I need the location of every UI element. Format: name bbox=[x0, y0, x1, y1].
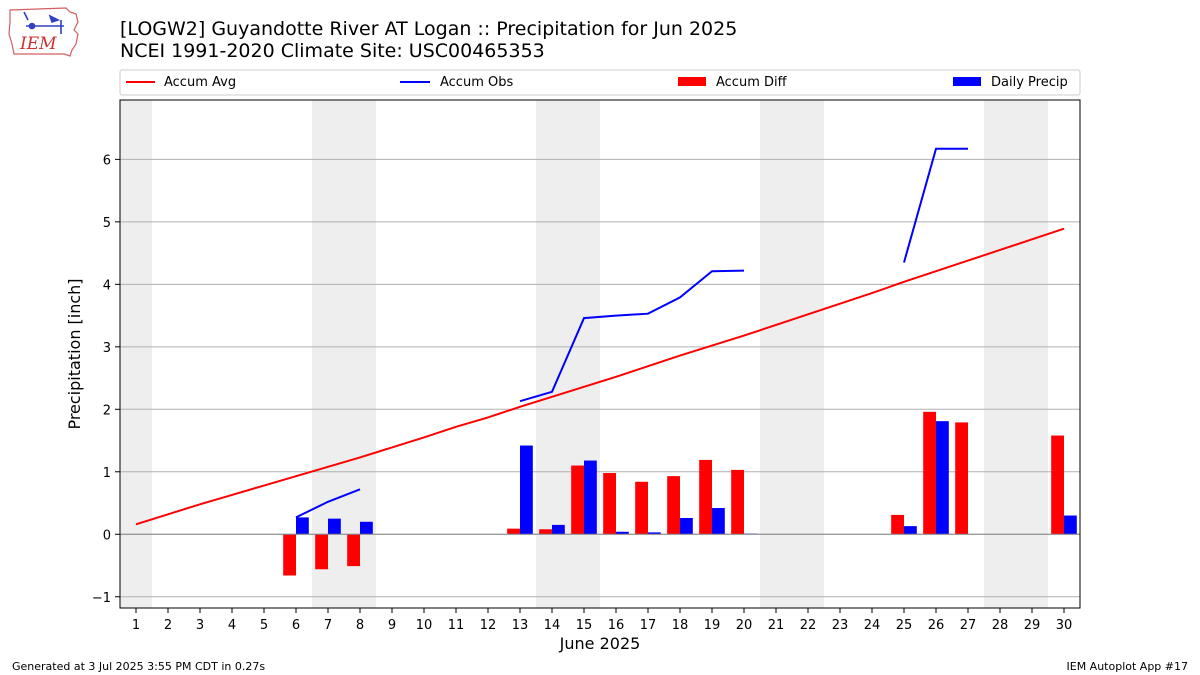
daily-precip-bar-day-8 bbox=[360, 521, 373, 535]
x-tick-label-22: 22 bbox=[800, 618, 817, 633]
weekend-band-29 bbox=[1016, 100, 1048, 608]
accum-diff-bar-day-16 bbox=[603, 473, 616, 535]
x-tick-label-19: 19 bbox=[704, 618, 721, 633]
x-tick-label-18: 18 bbox=[672, 618, 689, 633]
plot-frame bbox=[119, 99, 1081, 609]
x-tick-label-6: 6 bbox=[292, 618, 300, 633]
accum-diff-bar-day-13 bbox=[507, 528, 520, 535]
accum-diff-bar-day-20 bbox=[731, 469, 744, 535]
legend-daily-precip-label: Daily Precip bbox=[991, 75, 1068, 90]
x-tick-label-24: 24 bbox=[864, 618, 881, 633]
accum-diff-bar-day-27 bbox=[955, 422, 968, 535]
y-axis-label: Precipitation [inch] bbox=[65, 278, 84, 429]
daily-precip-bar-day-14 bbox=[552, 524, 565, 535]
logo-text: IEM bbox=[19, 34, 57, 54]
x-tick-label-11: 11 bbox=[448, 618, 465, 633]
daily-precip-bar-day-19 bbox=[712, 508, 725, 535]
weekend-band-28 bbox=[984, 100, 1016, 608]
x-tick-label-29: 29 bbox=[1024, 618, 1041, 633]
accum-obs-line-segment-0 bbox=[295, 488, 361, 519]
accum-avg-line-segment-0 bbox=[135, 227, 1065, 526]
daily-precip-bar-day-7 bbox=[328, 518, 341, 535]
x-tick-label-27: 27 bbox=[960, 618, 977, 633]
x-tick-label-2: 2 bbox=[164, 618, 172, 633]
daily-precip-bar-day-18 bbox=[680, 518, 693, 535]
x-tick-label-4: 4 bbox=[228, 618, 236, 633]
accum-diff-bar-day-26 bbox=[923, 411, 936, 535]
chart-subtitle: NCEI 1991-2020 Climate Site: USC00465353 bbox=[120, 40, 545, 62]
y-tick-label-3: 3 bbox=[103, 341, 111, 356]
daily-precip-bar-day-17 bbox=[648, 532, 661, 535]
daily-precip-bar-day-13 bbox=[520, 445, 533, 535]
x-tick-label-12: 12 bbox=[480, 618, 497, 633]
y-tick-label-0: 0 bbox=[103, 528, 111, 543]
iem-logo: IEM bbox=[8, 7, 79, 57]
footer-app: IEM Autoplot App #17 bbox=[1066, 660, 1189, 673]
weekend-band-1 bbox=[120, 100, 152, 608]
x-tick-label-3: 3 bbox=[196, 618, 204, 633]
x-tick-label-7: 7 bbox=[324, 618, 332, 633]
x-tick-label-25: 25 bbox=[896, 618, 913, 633]
x-tick-label-10: 10 bbox=[416, 618, 433, 633]
y-tick-label-4: 4 bbox=[103, 278, 111, 293]
weather-station-icon bbox=[23, 11, 64, 34]
y-tick-label-5: 5 bbox=[103, 216, 111, 231]
accum-diff-bar-day-30 bbox=[1051, 435, 1064, 535]
accum-obs-line-segment-2 bbox=[903, 147, 968, 263]
legend-box bbox=[119, 69, 1081, 96]
y-tick-label--1: −1 bbox=[92, 591, 111, 606]
legend-accum-diff-swatch bbox=[678, 77, 706, 86]
accum-diff-bar-day-17 bbox=[635, 481, 648, 535]
daily-precip-bar-day-25 bbox=[904, 526, 917, 535]
x-axis-label: June 2025 bbox=[559, 634, 641, 653]
daily-precip-bar-day-6 bbox=[296, 517, 309, 535]
accum-diff-bar-day-18 bbox=[667, 476, 680, 535]
x-tick-label-17: 17 bbox=[640, 618, 657, 633]
x-tick-label-8: 8 bbox=[356, 618, 364, 633]
x-tick-label-21: 21 bbox=[768, 618, 785, 633]
daily-precip-bar-day-16 bbox=[616, 531, 629, 535]
x-tick-label-14: 14 bbox=[544, 618, 561, 633]
daily-precip-bar-day-26 bbox=[936, 421, 949, 535]
legend: Accum Avg Accum Obs Accum Diff Daily Pre… bbox=[119, 69, 1081, 96]
x-tick-label-28: 28 bbox=[992, 618, 1009, 633]
x-tick-label-16: 16 bbox=[608, 618, 625, 633]
footer-generated: Generated at 3 Jul 2025 3:55 PM CDT in 0… bbox=[12, 660, 266, 673]
chart-title: [LOGW2] Guyandotte River AT Logan :: Pre… bbox=[120, 18, 738, 40]
accum-diff-bar-day-7 bbox=[315, 534, 328, 570]
x-tick-label-1: 1 bbox=[132, 618, 140, 633]
x-tick-label-5: 5 bbox=[260, 618, 268, 633]
legend-accum-diff-label: Accum Diff bbox=[716, 75, 788, 90]
legend-accum-obs-label: Accum Obs bbox=[440, 75, 513, 90]
accum-obs-line-segment-1 bbox=[519, 269, 745, 403]
accum-diff-bar-day-15 bbox=[571, 465, 584, 535]
x-tick-label-30: 30 bbox=[1056, 618, 1073, 633]
accum-diff-bar-day-19 bbox=[699, 459, 712, 535]
weekend-band-22 bbox=[792, 100, 824, 608]
y-tick-label-6: 6 bbox=[103, 153, 111, 168]
daily-precip-bar-day-15 bbox=[584, 460, 597, 535]
x-tick-label-20: 20 bbox=[736, 618, 753, 633]
legend-accum-avg-label: Accum Avg bbox=[164, 75, 236, 90]
x-tick-label-13: 13 bbox=[512, 618, 529, 633]
weekend-band-14 bbox=[536, 100, 568, 608]
accum-diff-bar-day-25 bbox=[891, 514, 904, 535]
y-tick-label-2: 2 bbox=[103, 403, 111, 418]
legend-daily-precip-swatch bbox=[953, 77, 981, 86]
accum-diff-bar-day-14 bbox=[539, 529, 552, 535]
accum-diff-bar-day-8 bbox=[347, 534, 360, 567]
x-tick-label-15: 15 bbox=[576, 618, 593, 633]
y-tick-label-1: 1 bbox=[103, 466, 111, 481]
accum-diff-bar-day-6 bbox=[283, 534, 296, 576]
x-tick-label-9: 9 bbox=[388, 618, 396, 633]
x-tick-label-23: 23 bbox=[832, 618, 849, 633]
daily-precip-bar-day-30 bbox=[1064, 515, 1077, 535]
x-tick-label-26: 26 bbox=[928, 618, 945, 633]
weekend-band-21 bbox=[760, 100, 792, 608]
